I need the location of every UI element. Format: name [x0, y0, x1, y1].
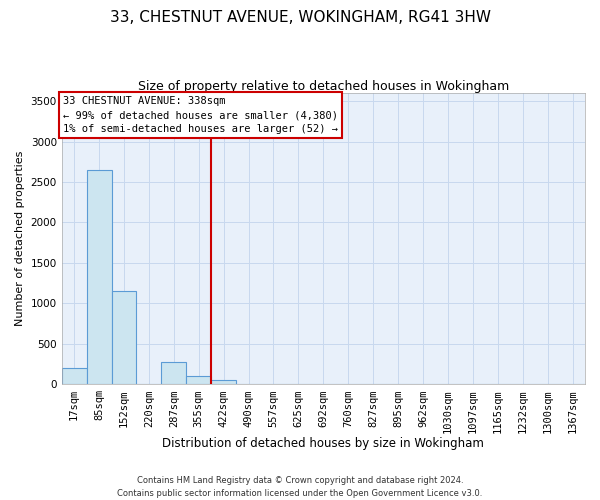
- X-axis label: Distribution of detached houses by size in Wokingham: Distribution of detached houses by size …: [163, 437, 484, 450]
- Bar: [62, 368, 86, 384]
- Text: 33, CHESTNUT AVENUE, WOKINGHAM, RG41 3HW: 33, CHESTNUT AVENUE, WOKINGHAM, RG41 3HW: [110, 10, 491, 25]
- Bar: [186, 376, 211, 384]
- Bar: [86, 170, 112, 384]
- Bar: [211, 380, 236, 384]
- Title: Size of property relative to detached houses in Wokingham: Size of property relative to detached ho…: [138, 80, 509, 93]
- Bar: [112, 291, 136, 384]
- Text: 33 CHESTNUT AVENUE: 338sqm
← 99% of detached houses are smaller (4,380)
1% of se: 33 CHESTNUT AVENUE: 338sqm ← 99% of deta…: [63, 96, 338, 134]
- Y-axis label: Number of detached properties: Number of detached properties: [15, 151, 25, 326]
- Bar: [161, 362, 186, 384]
- Text: Contains HM Land Registry data © Crown copyright and database right 2024.
Contai: Contains HM Land Registry data © Crown c…: [118, 476, 482, 498]
